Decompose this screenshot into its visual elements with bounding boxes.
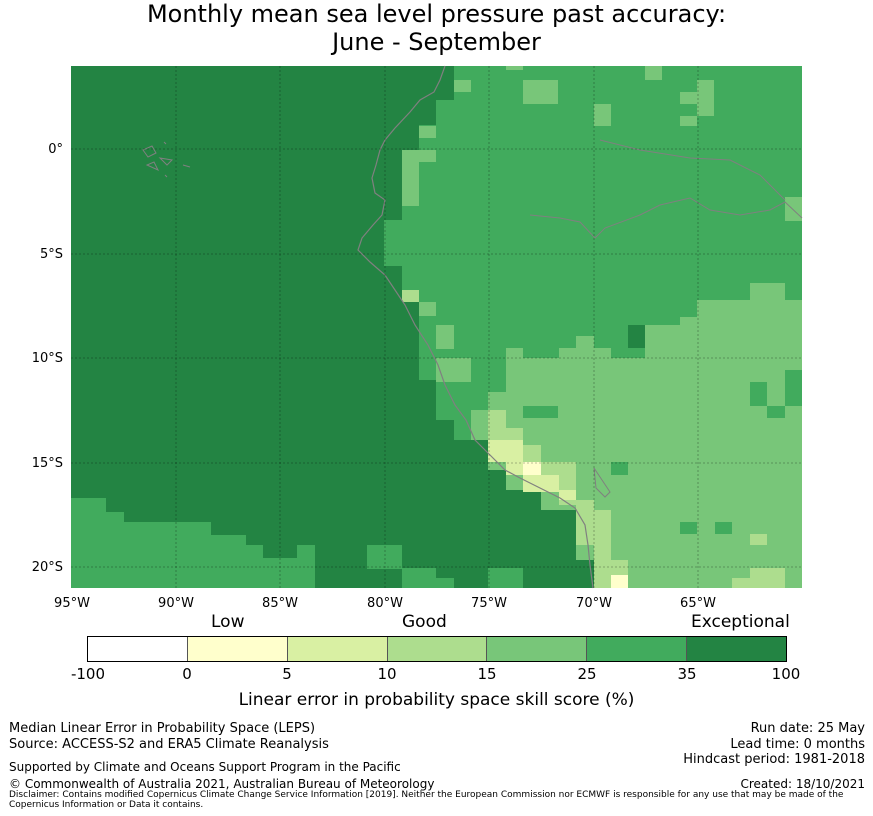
lat-tick: 0° (48, 142, 63, 157)
colorbar-segment (487, 637, 588, 661)
run-date: Run date: 25 May (750, 721, 865, 736)
copyright-note: © Commonwealth of Australia 2021, Austra… (9, 777, 435, 791)
colorbar-label: Linear error in probability space skill … (238, 690, 635, 710)
colorbar-segment (387, 637, 488, 661)
lon-tick: 65°W (680, 596, 716, 611)
scattered-cells (297, 66, 802, 588)
colorbar-segment (587, 637, 688, 661)
colorbar-tick: 5 (282, 665, 292, 683)
colorbar-tick: 25 (577, 665, 597, 683)
map-panel (71, 65, 803, 589)
colorbar-tick: 100 (771, 665, 801, 683)
colorbar (87, 636, 787, 662)
lon-tick: 85°W (262, 596, 298, 611)
colorbar-tick: 15 (477, 665, 497, 683)
lon-tick: 90°W (158, 596, 194, 611)
lon-tick: 95°W (54, 596, 90, 611)
moderate-skill-region-southwest (71, 498, 315, 588)
colorbar-segment (88, 637, 188, 661)
moderate-skill-region-land (384, 66, 802, 440)
colorbar-segment (287, 637, 388, 661)
disclaimer: Disclaimer: Contains modified Copernicus… (9, 790, 844, 810)
chart-title: Monthly mean sea level pressure past acc… (0, 0, 873, 56)
good-skill-region-south (471, 283, 802, 588)
coastline (357, 65, 594, 589)
title-line-1: Monthly mean sea level pressure past acc… (146, 0, 727, 28)
hindcast-period: Hindcast period: 1981-2018 (683, 752, 865, 767)
colorbar-tick: 10 (377, 665, 397, 683)
support-note: Supported by Climate and Oceans Support … (9, 760, 401, 774)
lat-tick: 10°S (31, 351, 63, 366)
metric-description: Median Linear Error in Probability Space… (9, 721, 316, 736)
data-source: Source: ACCESS-S2 and ERA5 Climate Reana… (9, 737, 329, 752)
colorbar-category-good: Good (402, 612, 447, 632)
colorbar-category-exceptional: Exceptional (691, 612, 790, 632)
river-outline-north (599, 139, 786, 201)
colorbar-tick: 0 (182, 665, 192, 683)
gridlines (71, 66, 802, 588)
created-date: Created: 18/10/2021 (740, 777, 865, 791)
colorbar-segment (187, 637, 288, 661)
lake-titicaca-outline (593, 467, 611, 498)
lead-time: Lead time: 0 months (730, 737, 865, 752)
lat-tick: 15°S (31, 456, 63, 471)
title-line-2: June - September (332, 28, 541, 56)
river-outline (529, 197, 803, 239)
lat-tick: 20°S (31, 560, 63, 575)
lon-tick: 70°W (576, 596, 612, 611)
lat-tick: 5°S (39, 247, 63, 262)
lowest-skill-cell (523, 462, 541, 475)
colorbar-tick: -100 (70, 665, 106, 683)
colorbar-category-low: Low (211, 612, 245, 632)
skill-map (71, 65, 803, 589)
colorbar-segment (687, 637, 787, 661)
lon-tick: 75°W (471, 596, 507, 611)
lon-tick: 80°W (367, 596, 403, 611)
colorbar-tick: 35 (677, 665, 697, 683)
galapagos-islands (142, 141, 191, 178)
